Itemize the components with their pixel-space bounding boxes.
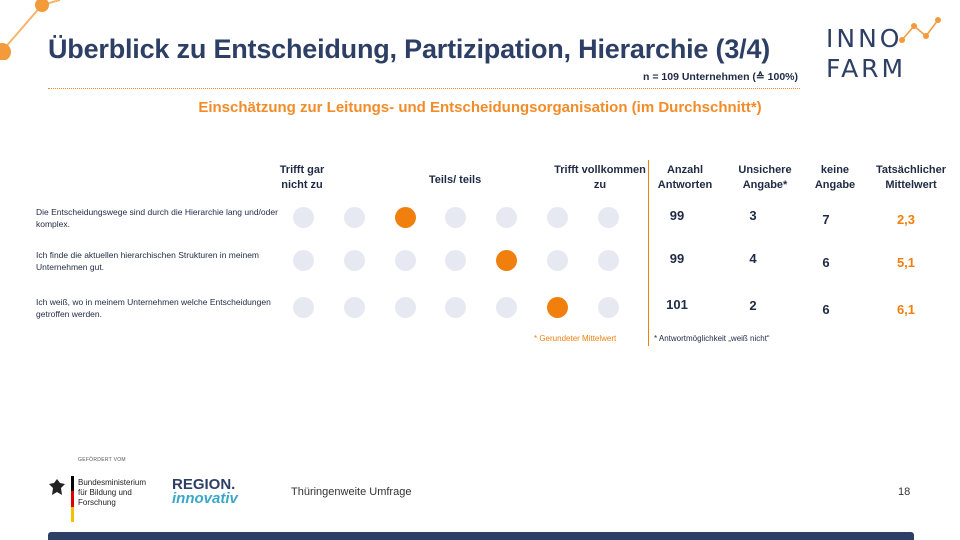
funded-by-label: GEFÖRDERT VOM (78, 457, 126, 463)
sample-size-note: n = 109 Unternehmen (≙ 100%) (643, 71, 798, 83)
column-header-unsure: Unsichere Angabe* (738, 164, 792, 191)
row-statement: Ich finde die aktuellen hierarchischen S… (36, 250, 260, 272)
scale-header-left: Trifft gar nicht zu (279, 164, 325, 191)
row-actual-mean: 5,1 (896, 255, 916, 270)
header-divider (48, 88, 800, 89)
rating-dot-selected (496, 250, 518, 271)
page-number: 18 (898, 486, 911, 498)
column-header-mean: Tatsächlicher Mittelwert (875, 164, 947, 191)
innofarm-logo: INNO FARM (826, 17, 941, 84)
row-statement: Die Entscheidungswege sind durch die Hie… (36, 207, 278, 229)
rating-dot (343, 250, 365, 271)
note-unsure-answer: * Antwortmöglichkeit „weiß nicht“ (654, 334, 770, 343)
row-unsure-count: 4 (749, 251, 757, 266)
table-divider-vertical (648, 160, 649, 346)
survey-name: Thüringenweite Umfrage (291, 486, 412, 498)
rating-dot-selected (547, 297, 568, 318)
rating-dot-selected (394, 207, 416, 228)
logo-text-line2: FARM (826, 54, 907, 83)
rating-dot (547, 207, 568, 228)
region-logo-line1: REGION. (172, 476, 236, 493)
rating-dot (293, 297, 314, 318)
rating-dot (394, 297, 416, 318)
rating-dot (496, 207, 518, 228)
page-title: Überblick zu Entscheidung, Partizipation… (48, 34, 771, 64)
row-actual-mean: 2,3 (896, 212, 916, 227)
rating-dot (394, 250, 416, 271)
row-unsure-count: 2 (749, 298, 757, 313)
row-unsure-count: 3 (749, 208, 757, 223)
bottom-bar (48, 532, 914, 540)
row-answers-count: 99 (669, 251, 685, 266)
rating-dot (293, 250, 314, 271)
scale-header-middle: Teils/ teils (428, 174, 482, 186)
logo-network-icon (899, 17, 941, 43)
network-graphic-decoration (0, 0, 60, 60)
chart-subtitle: Einschätzung zur Leitungs- und Entscheid… (198, 99, 762, 116)
rating-dot (547, 250, 568, 271)
column-header-none: keine Angabe (814, 164, 856, 191)
row-answers-count: 99 (669, 208, 685, 223)
row-statement: Ich weiß, wo in meinem Unternehmen welch… (36, 297, 271, 319)
row-actual-mean: 6,1 (896, 302, 916, 317)
region-innovativ-logo: REGION. innovativ (172, 476, 238, 507)
rating-dot (597, 207, 619, 228)
ministry-name: Bundesministerium für Bildung und Forsch… (78, 478, 147, 507)
row-no-answer-count: 6 (822, 255, 830, 270)
scale-header-right: Trifft vollkommen zu (554, 164, 646, 191)
rating-dot (597, 250, 619, 271)
region-logo-line2: innovativ (172, 490, 238, 507)
row-no-answer-count: 7 (822, 212, 830, 227)
federal-eagle-logo (48, 477, 66, 499)
rating-dot (343, 207, 365, 228)
rating-dot (445, 297, 467, 318)
rating-dot (445, 250, 467, 271)
note-rounded-mean: * Gerundeter Mittelwert (534, 334, 617, 343)
rating-dot (343, 297, 365, 318)
column-header-answers: Anzahl Antworten (657, 164, 713, 191)
rating-dot (445, 207, 467, 228)
logo-text-line1: INNO (826, 24, 903, 53)
rating-dot (597, 297, 619, 318)
rating-dot (293, 207, 314, 228)
row-answers-count: 101 (666, 297, 688, 312)
rating-dot (496, 297, 518, 318)
german-flag-bar (71, 476, 74, 522)
row-no-answer-count: 6 (822, 302, 830, 317)
